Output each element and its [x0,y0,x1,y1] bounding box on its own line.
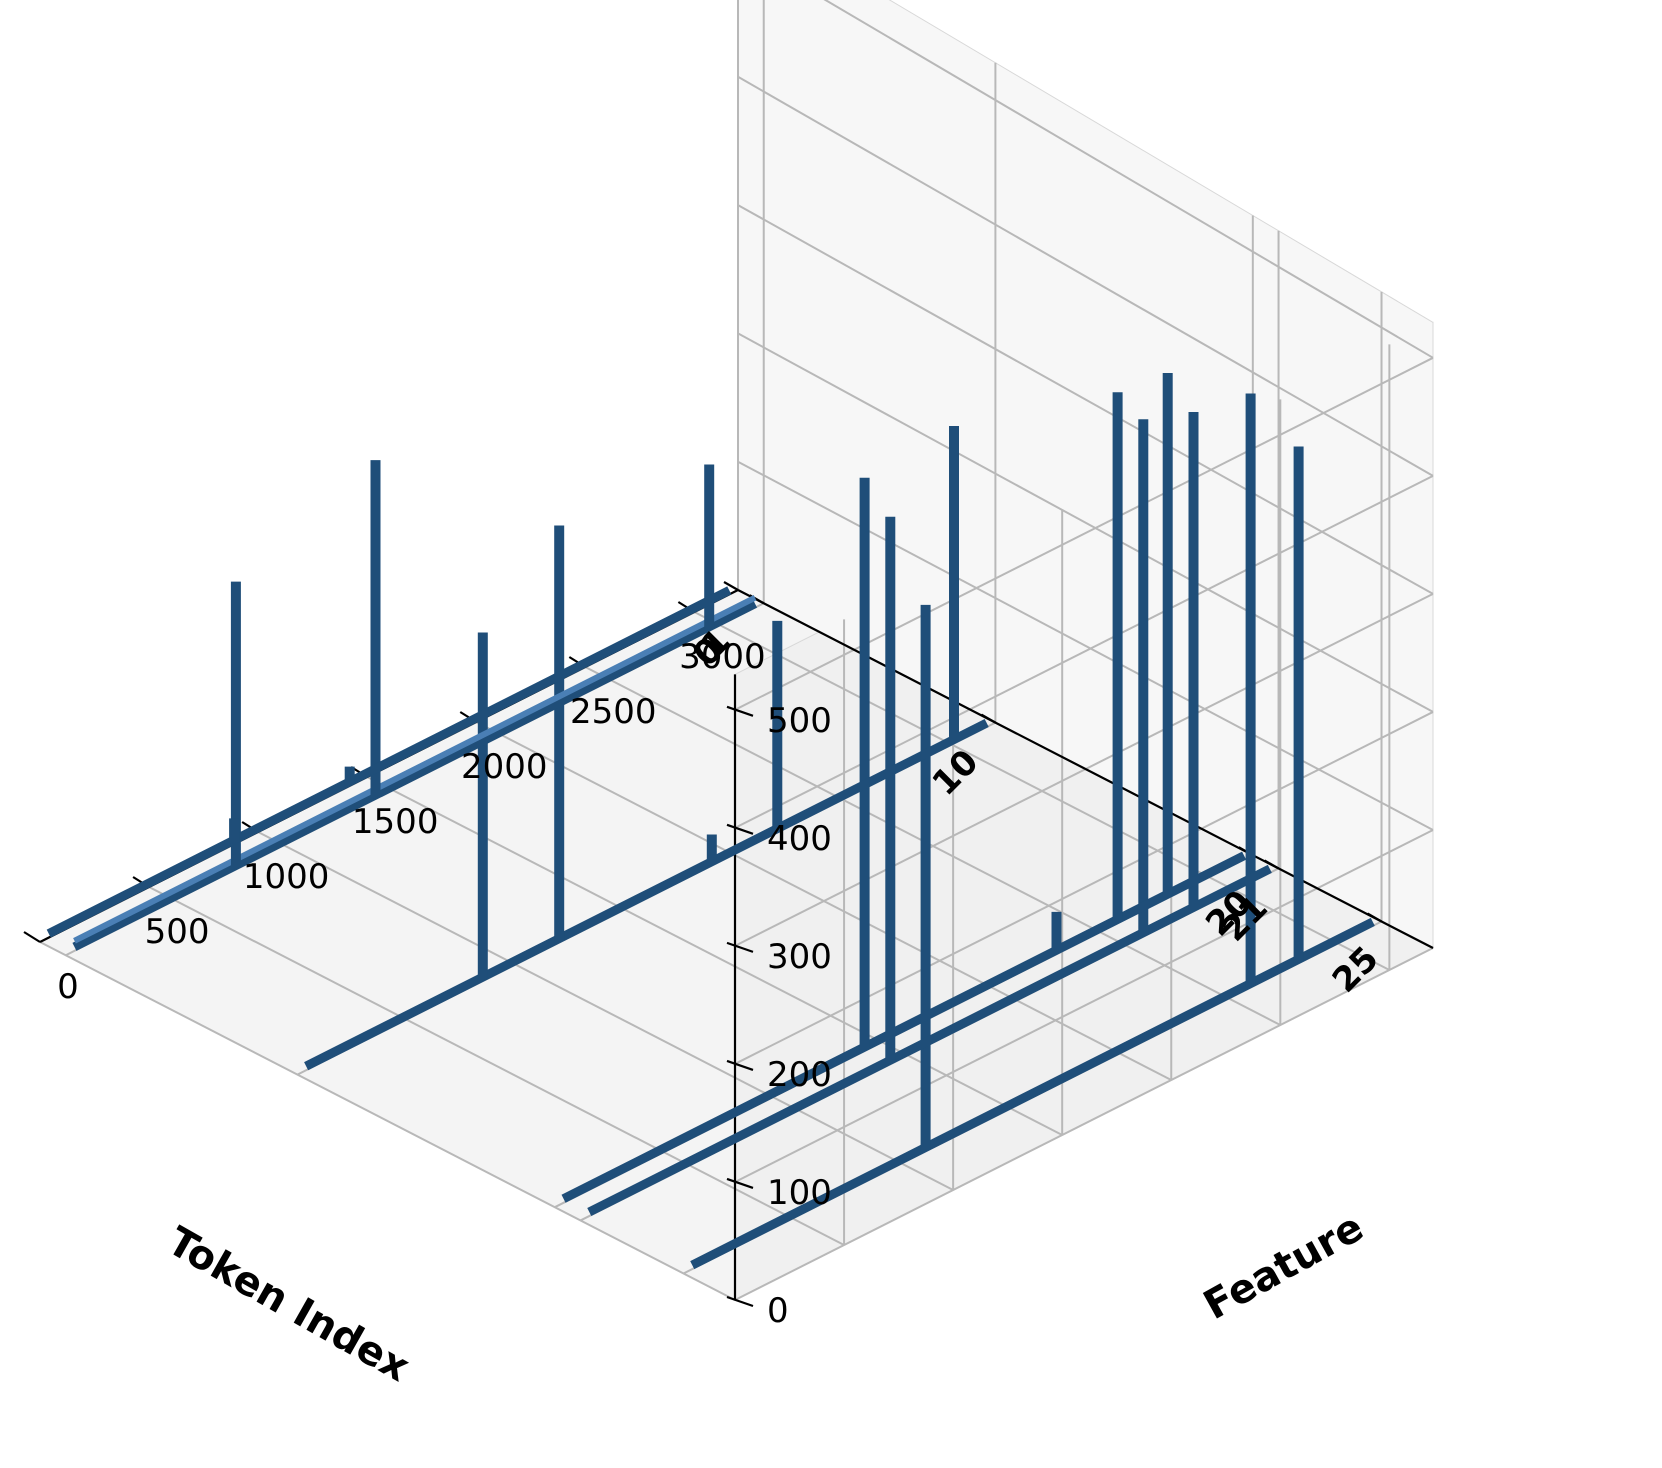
grid-line [39,941,736,1301]
row-baseline-bar [690,917,1375,1270]
chart-labels: 2521201010050010001500200025003000010020… [57,621,1386,1331]
chart-bars [46,373,1375,1270]
bar [554,525,565,943]
feature-tick-label: 3000 [679,637,766,677]
value-tick-label: 100 [767,1173,832,1213]
y-axis-title: Feature [1196,1204,1371,1329]
grid-line [737,75,1434,477]
value-tick [726,1177,754,1190]
row-baseline-bar [72,599,758,951]
grid-line [734,474,1434,829]
x-axis-title: Token Index [160,1218,417,1391]
token-axis-line [737,589,1434,949]
token-tick [1366,912,1383,923]
bar [1293,446,1304,964]
bar [1245,393,1256,988]
grid-line [734,356,1434,711]
row-baseline-bar [561,851,1247,1203]
token-tick [1264,859,1280,870]
bar [920,604,931,1152]
grid-line [737,460,1434,831]
bar [706,834,717,866]
grid-line [734,947,1434,1301]
feature-tick-label: 1500 [352,802,439,842]
grid-line [734,592,1434,947]
value-tick [726,1295,754,1308]
row-baseline-bar [304,718,989,1071]
bar [1112,392,1123,924]
feature-tick-label: 2000 [461,747,548,787]
feature-tick-label: 500 [145,912,210,952]
row-baseline-bar [46,586,732,938]
value-tick-label: 0 [767,1291,789,1331]
bar [1051,911,1062,955]
token-row-0 [46,586,732,938]
token-row-1 [72,460,758,951]
value-tick-label: 300 [767,937,832,977]
bar [344,766,355,786]
grid-line [148,886,845,1246]
value-tick-label: 500 [767,701,832,741]
grid-line [823,0,1434,359]
value-tick [726,941,754,953]
token-row-20 [561,373,1247,1203]
token-row-10 [304,426,989,1071]
bar [230,581,241,870]
bar [1162,373,1173,899]
feature-tick [23,931,41,943]
value-tick [726,1059,754,1071]
grid-line [737,332,1434,713]
bar [370,460,381,800]
token-tick [723,581,739,591]
value-tick-label: 400 [767,819,832,859]
bar [1138,419,1149,937]
feature-tick-label: 0 [57,967,79,1007]
bar [704,464,715,631]
value-tick [726,823,754,835]
bar [885,516,896,1065]
row-baseline-highlight [73,594,757,944]
grid-line [734,711,1434,1065]
value-tick [726,705,754,717]
bar [229,818,240,845]
row-baseline-bar [587,864,1272,1217]
bar [1188,412,1199,912]
grid-line [737,204,1434,595]
token-row-21 [587,412,1272,1217]
value-tick-label: 200 [767,1055,832,1095]
feature-tick-label: 2500 [570,692,657,732]
bar [477,632,488,982]
bar [772,620,783,833]
bar [859,477,870,1051]
bar [949,426,959,744]
token-tick [980,713,996,724]
feature-tick-label: 1000 [243,857,330,897]
